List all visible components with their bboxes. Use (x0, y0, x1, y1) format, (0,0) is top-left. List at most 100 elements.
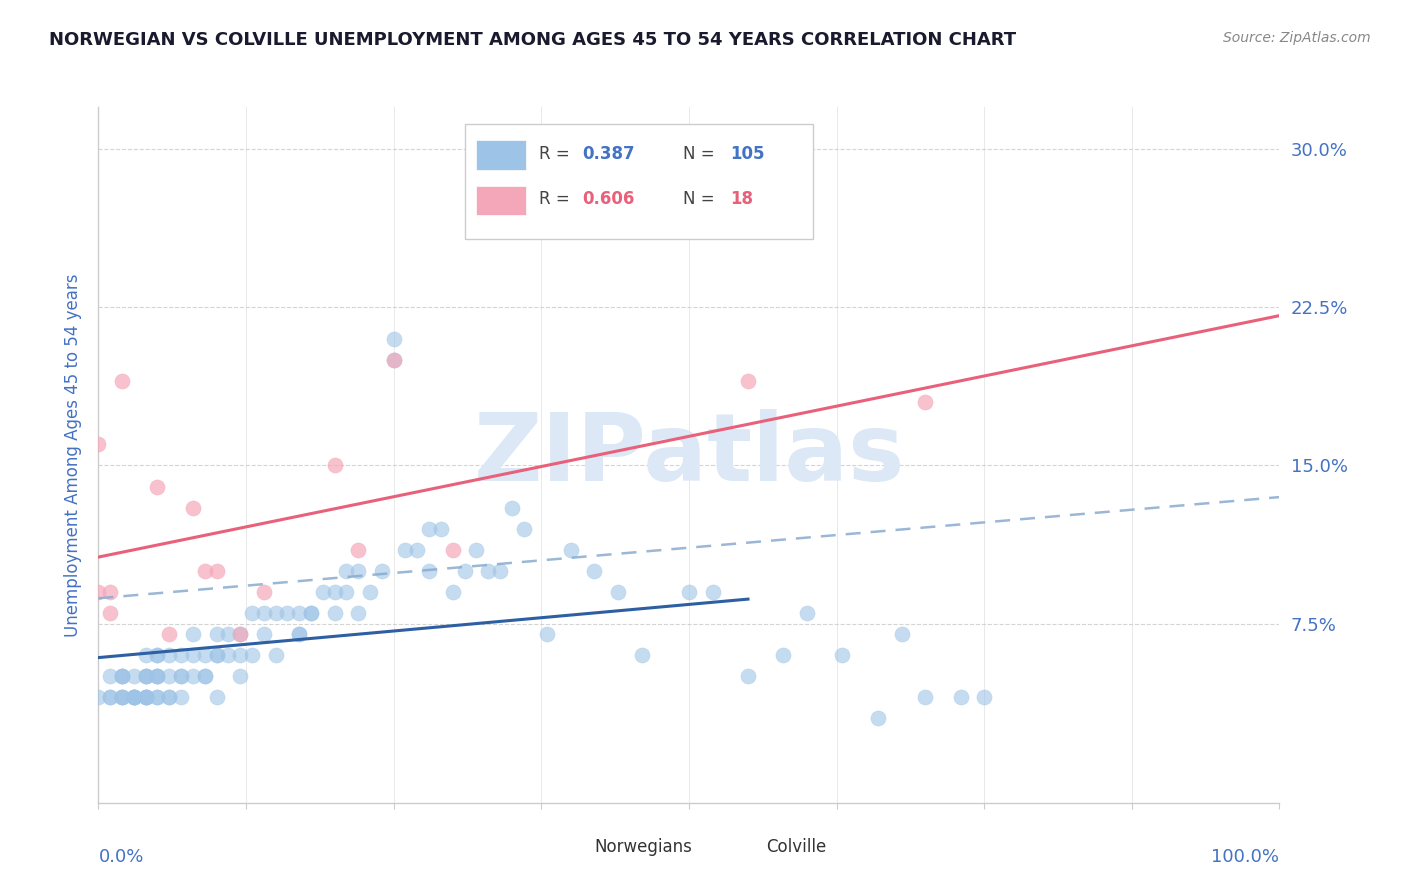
Point (122, 690, 145, 705)
Text: 105: 105 (730, 145, 765, 162)
Point (135, 690, 157, 705)
Point (181, 500, 204, 515)
Point (453, 564, 475, 578)
Point (394, 542, 416, 557)
Text: NORWEGIAN VS COLVILLE UNEMPLOYMENT AMONG AGES 45 TO 54 YEARS CORRELATION CHART: NORWEGIAN VS COLVILLE UNEMPLOYMENT AMONG… (49, 31, 1017, 49)
Point (170, 669, 193, 683)
Point (181, 627, 204, 641)
Point (347, 606, 370, 620)
Point (702, 585, 724, 599)
Point (229, 627, 252, 641)
Point (312, 585, 335, 599)
Point (122, 690, 145, 705)
Point (323, 458, 346, 473)
Point (135, 648, 157, 663)
Point (205, 627, 228, 641)
Point (264, 648, 287, 663)
Point (512, 522, 534, 536)
Text: 18: 18 (730, 190, 754, 208)
Y-axis label: Unemployment Among Ages 45 to 54 years: Unemployment Among Ages 45 to 54 years (63, 273, 82, 637)
FancyBboxPatch shape (553, 839, 589, 856)
FancyBboxPatch shape (477, 186, 526, 215)
Point (253, 627, 276, 641)
Point (441, 542, 464, 557)
Point (288, 606, 311, 620)
Point (406, 542, 429, 557)
Point (194, 564, 217, 578)
Point (347, 542, 370, 557)
Point (418, 522, 440, 536)
Point (111, 669, 134, 683)
Point (146, 648, 169, 663)
Point (371, 564, 394, 578)
Point (181, 648, 204, 663)
Point (135, 690, 157, 705)
Point (489, 564, 512, 578)
Point (122, 690, 145, 705)
Point (949, 690, 972, 705)
Text: 0.387: 0.387 (582, 145, 636, 162)
Point (122, 669, 145, 683)
Point (335, 564, 357, 578)
Point (229, 627, 252, 641)
Point (194, 648, 217, 663)
Point (418, 564, 440, 578)
Point (111, 690, 134, 705)
Point (229, 669, 252, 683)
Point (737, 669, 759, 683)
Point (181, 669, 204, 683)
Point (111, 669, 134, 683)
Point (146, 669, 169, 683)
Point (98, 606, 121, 620)
Point (205, 690, 228, 705)
Point (772, 648, 794, 663)
Point (240, 606, 263, 620)
Point (914, 690, 936, 705)
Point (253, 606, 276, 620)
Text: 0.0%: 0.0% (98, 848, 143, 866)
Text: 100.0%: 100.0% (1212, 848, 1279, 866)
Point (441, 585, 464, 599)
FancyBboxPatch shape (477, 140, 526, 169)
Text: ZIPatlas: ZIPatlas (474, 409, 904, 501)
Point (135, 669, 157, 683)
Point (122, 690, 145, 705)
Point (146, 669, 169, 683)
Text: 0.606: 0.606 (582, 190, 636, 208)
Text: R =: R = (538, 145, 569, 162)
Point (583, 564, 606, 578)
Point (111, 690, 134, 705)
Point (276, 606, 298, 620)
Point (135, 669, 157, 683)
Point (737, 374, 759, 388)
Point (253, 585, 276, 599)
Point (122, 690, 145, 705)
Point (288, 627, 311, 641)
Text: N =: N = (683, 145, 714, 162)
Point (87, 690, 110, 705)
Point (299, 606, 322, 620)
Point (630, 648, 652, 663)
Point (347, 564, 370, 578)
Point (87, 437, 110, 451)
Point (157, 690, 180, 705)
Point (359, 585, 381, 599)
Point (194, 669, 217, 683)
Point (323, 606, 346, 620)
Text: R =: R = (538, 190, 569, 208)
Point (607, 585, 630, 599)
Point (217, 627, 239, 641)
Point (98, 585, 121, 599)
Point (477, 564, 499, 578)
Point (146, 669, 169, 683)
Point (382, 353, 405, 368)
Point (135, 669, 157, 683)
Point (831, 648, 853, 663)
Point (135, 690, 157, 705)
Point (157, 627, 180, 641)
Point (205, 648, 228, 663)
Point (146, 690, 169, 705)
Point (382, 353, 405, 368)
Point (890, 627, 912, 641)
Point (678, 585, 700, 599)
